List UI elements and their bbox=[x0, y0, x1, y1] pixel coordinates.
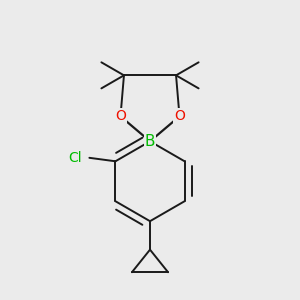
Text: O: O bbox=[174, 109, 185, 123]
Text: B: B bbox=[145, 134, 155, 149]
Text: O: O bbox=[115, 109, 126, 123]
Text: Cl: Cl bbox=[68, 151, 82, 165]
